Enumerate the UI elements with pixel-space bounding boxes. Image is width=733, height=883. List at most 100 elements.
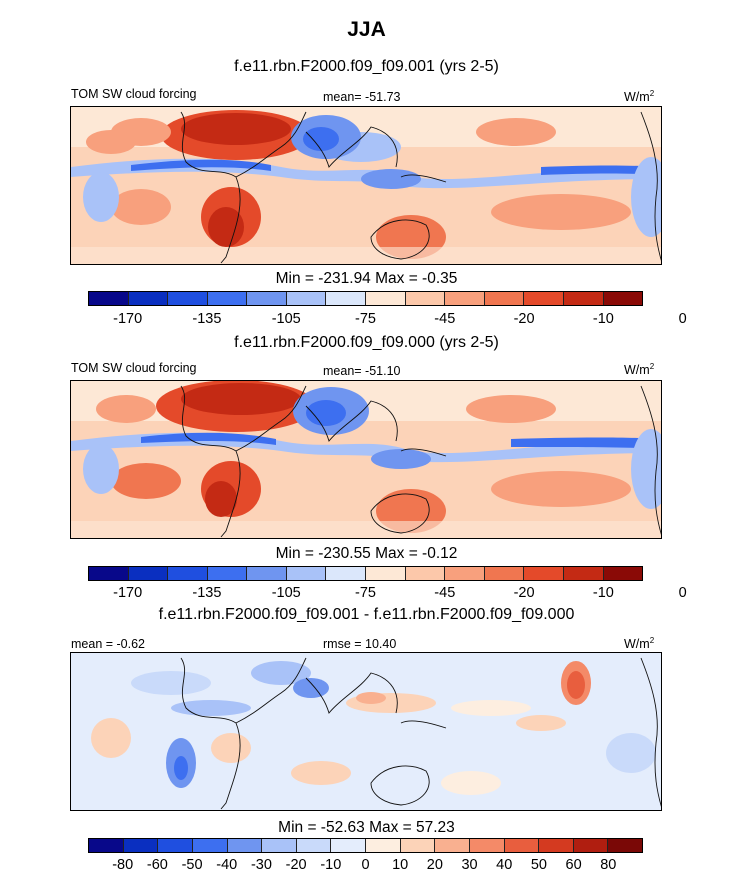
figure-title: JJA [347, 18, 386, 41]
panel-3-unit-label: W/m2 [624, 636, 654, 651]
panel-1-map-field [71, 107, 661, 264]
panel-2-colorbar-ticks: -170 -135 -105 -75 -45 -20 -10 0 [0, 585, 733, 605]
colorbar-tick-label: -40 [216, 857, 238, 873]
colorbar-swatch [123, 839, 159, 852]
colorbar-swatch [286, 292, 327, 305]
colorbar-tick-label: 50 [530, 857, 548, 873]
colorbar-swatch [286, 567, 327, 580]
panel-1-minmax: Min = -231.94 Max = -0.35 [275, 270, 458, 287]
colorbar-swatch [227, 839, 263, 852]
colorbar-tick-label: -10 [592, 311, 614, 327]
panel-2-map [70, 380, 662, 539]
colorbar-tick-label: 0 [678, 585, 687, 601]
colorbar-tick-label: -45 [434, 585, 456, 601]
panel-3-title: f.e11.rbn.F2000.f09_f09.001 - f.e11.rbn.… [158, 606, 575, 623]
colorbar-swatch [603, 567, 643, 580]
colorbar-swatch [445, 292, 485, 305]
colorbar-swatch [366, 567, 406, 580]
colorbar-swatch [296, 839, 332, 852]
panel-2-unit-exponent: 2 [649, 362, 655, 371]
colorbar-tick-label: 80 [600, 857, 617, 873]
colorbar-swatch [168, 292, 208, 305]
panel-3-unit-exponent: 2 [649, 636, 655, 645]
colorbar-swatch [89, 567, 129, 580]
colorbar-swatch [573, 839, 609, 852]
panel-2-unit-text: W/m [624, 363, 650, 378]
panel-1-map [70, 106, 662, 265]
colorbar-tick-label: -80 [112, 857, 134, 873]
colorbar-swatch [168, 567, 208, 580]
panel-3-colorbar-ticks: -80 -60 -50 -40 -30 -20 -10 0 10 20 30 40 50 60 80 [0, 857, 733, 877]
colorbar-swatch [405, 292, 446, 305]
colorbar-tick-label: -75 [355, 585, 376, 601]
colorbar-swatch [331, 839, 366, 852]
colorbar-swatch [89, 839, 124, 852]
colorbar-swatch [539, 839, 574, 852]
panel-3-colorbar [88, 838, 643, 853]
panel-2-unit-label: W/m2 [624, 362, 654, 377]
colorbar-swatch [366, 292, 406, 305]
colorbar-tick-label: 10 [392, 857, 409, 873]
colorbar-tick-label: -45 [434, 311, 456, 327]
colorbar-swatch [247, 567, 287, 580]
colorbar-tick-label: -20 [285, 857, 307, 873]
colorbar-swatch [400, 839, 436, 852]
panel-3-mean-label: mean = -0.62 [71, 637, 146, 651]
panel-1-variable-label: TOM SW cloud forcing [71, 87, 197, 101]
colorbar-swatch [89, 292, 129, 305]
colorbar-tick-label: -105 [271, 585, 301, 601]
colorbar-swatch [445, 567, 485, 580]
colorbar-swatch [128, 292, 169, 305]
colorbar-swatch [158, 839, 193, 852]
panel-3-map-field [71, 653, 661, 810]
colorbar-tick-label: -135 [192, 311, 222, 327]
colorbar-swatch [405, 567, 446, 580]
panel-1-colorbar-ticks: -170 -135 -105 -75 -45 -20 -10 0 [0, 311, 733, 331]
colorbar-tick-label: -75 [355, 311, 376, 327]
panel-1-unit-text: W/m [624, 90, 650, 105]
colorbar-tick-label: 20 [426, 857, 443, 873]
panel-2-minmax: Min = -230.55 Max = -0.12 [275, 545, 458, 562]
colorbar-tick-label: 0 [678, 311, 687, 327]
colorbar-swatch [262, 839, 297, 852]
colorbar-swatch [435, 839, 470, 852]
panel-2-title: f.e11.rbn.F2000.f09_f09.000 (yrs 2-5) [234, 334, 499, 351]
colorbar-tick-label: -105 [271, 311, 301, 327]
colorbar-tick-label: 40 [496, 857, 513, 873]
colorbar-swatch [469, 839, 505, 852]
colorbar-swatch [326, 292, 367, 305]
colorbar-tick-label: -20 [513, 311, 535, 327]
colorbar-tick-label: -10 [592, 585, 614, 601]
panel-1-title: f.e11.rbn.F2000.f09_f09.001 (yrs 2-5) [234, 58, 499, 75]
colorbar-swatch [608, 839, 642, 852]
colorbar-tick-label: -30 [250, 857, 272, 873]
colorbar-tick-label: -20 [513, 585, 535, 601]
colorbar-tick-label: -60 [146, 857, 168, 873]
colorbar-swatch [504, 839, 540, 852]
colorbar-swatch [207, 567, 248, 580]
colorbar-tick-label: -50 [181, 857, 203, 873]
colorbar-swatch [128, 567, 169, 580]
colorbar-swatch [524, 292, 564, 305]
panel-3-map [70, 652, 662, 811]
colorbar-swatch [207, 292, 248, 305]
panel-3-unit-text: W/m [624, 637, 650, 652]
colorbar-tick-label: 60 [565, 857, 582, 873]
panel-2-variable-label: TOM SW cloud forcing [71, 361, 197, 375]
panel-1-unit-exponent: 2 [649, 89, 655, 98]
panel-1-unit-label: W/m2 [624, 89, 654, 104]
colorbar-tick-label: -170 [113, 585, 143, 601]
colorbar-swatch [326, 567, 367, 580]
panel-3-minmax: Min = -52.63 Max = 57.23 [278, 819, 455, 836]
colorbar-swatch [603, 292, 643, 305]
panel-1-mean-label: mean= -51.73 [323, 90, 401, 104]
colorbar-tick-label: 0 [361, 857, 370, 873]
panel-1-colorbar [88, 291, 643, 306]
colorbar-swatch [192, 839, 228, 852]
colorbar-tick-label: -170 [113, 311, 143, 327]
colorbar-swatch [366, 839, 401, 852]
panel-2-colorbar [88, 566, 643, 581]
colorbar-swatch [563, 567, 604, 580]
colorbar-swatch [484, 567, 525, 580]
panel-3-rmse-label: rmse = 10.40 [323, 637, 397, 651]
